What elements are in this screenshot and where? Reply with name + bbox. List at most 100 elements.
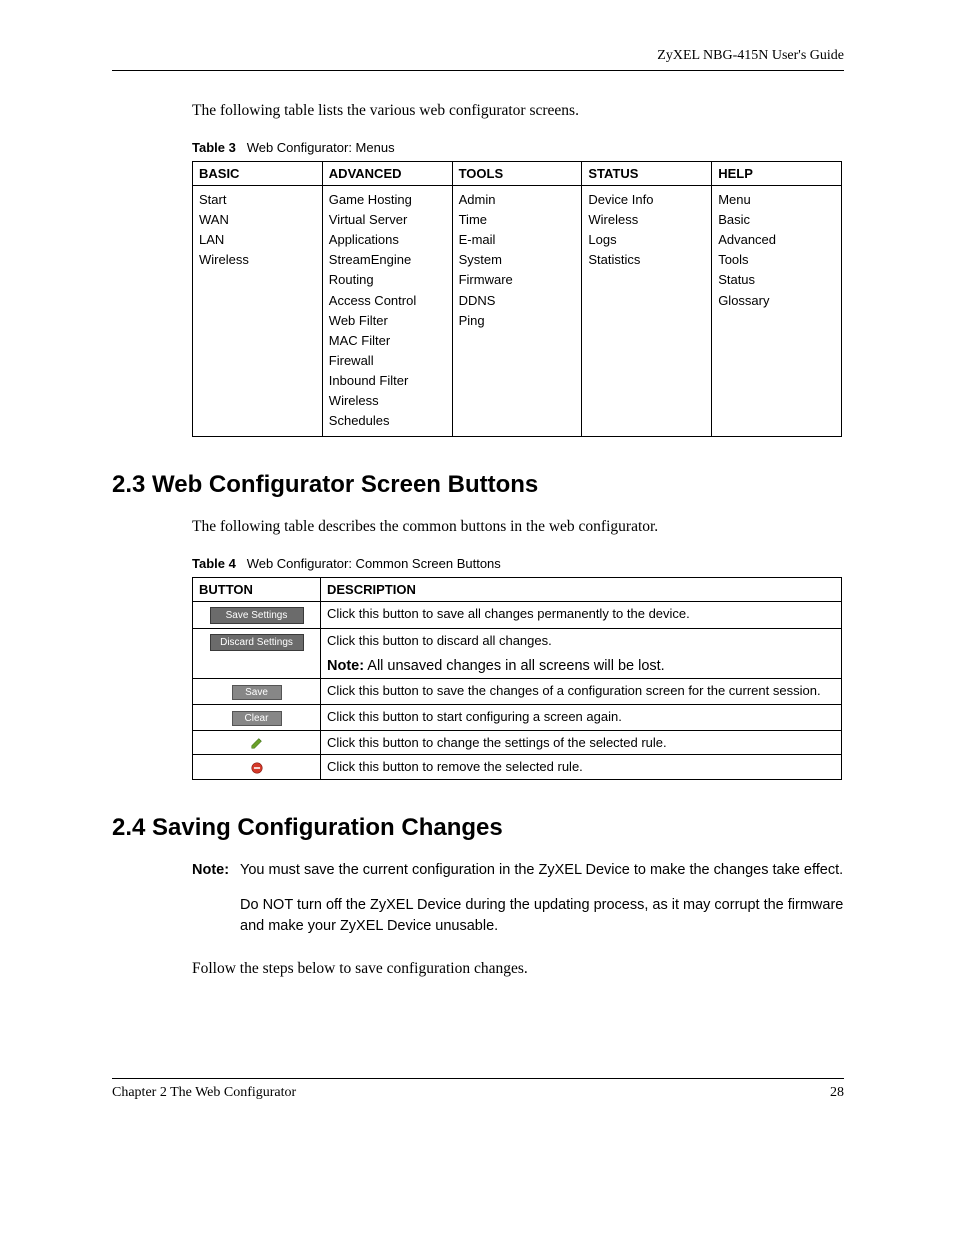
- table-row: Clear Click this button to start configur…: [193, 704, 842, 730]
- ui-button: Save Settings: [210, 607, 304, 624]
- page: ZyXEL NBG-415N User's Guide The followin…: [0, 0, 954, 1235]
- table4-button-cell: Save: [193, 678, 321, 704]
- table4-button-cell: Clear: [193, 704, 321, 730]
- table4-button-cell: [193, 730, 321, 755]
- section-2-4-note: Note: You must save the current configur…: [192, 860, 844, 937]
- table3-cell-help: MenuBasicAdvancedToolsStatusGlossary: [712, 185, 842, 436]
- table4-desc-cell: Click this button to change the settings…: [321, 730, 842, 755]
- ui-button: Clear: [232, 711, 282, 726]
- table4-desc-text: Click this button to remove the selected…: [327, 759, 835, 774]
- table-row: Save Settings Click this button to save a…: [193, 601, 842, 628]
- section-2-3-heading: 2.3 Web Configurator Screen Buttons: [112, 471, 844, 499]
- table4-button-cell: Save Settings: [193, 601, 321, 628]
- ui-button: Save: [232, 685, 282, 700]
- table3-item: Statistics: [588, 250, 705, 270]
- table3-item: Time: [459, 210, 576, 230]
- table4-button-cell: [193, 755, 321, 780]
- spacer: [112, 998, 844, 1078]
- table4-desc-text: Click this button to change the settings…: [327, 735, 835, 750]
- table3-header: TOOLS: [452, 161, 582, 185]
- table4-desc-note: Note: All unsaved changes in all screens…: [327, 658, 835, 674]
- table3-item: Ping: [459, 311, 576, 331]
- table3-item: Wireless: [199, 250, 316, 270]
- table3-cell-basic: StartWANLANWireless: [193, 185, 323, 436]
- table3-item: MAC Filter: [329, 331, 446, 351]
- table3-item: Wireless: [588, 210, 705, 230]
- table3-item: Menu: [718, 190, 835, 210]
- table3-header: ADVANCED: [322, 161, 452, 185]
- table3-item: Routing: [329, 270, 446, 290]
- table3-item: DDNS: [459, 291, 576, 311]
- table4-desc-text: Click this button to save all changes pe…: [327, 606, 835, 621]
- table4-desc-cell: Click this button to remove the selected…: [321, 755, 842, 780]
- table3-item: Start: [199, 190, 316, 210]
- table4-desc-text: Click this button to save the changes of…: [327, 683, 835, 698]
- table3-cell-tools: AdminTimeE-mailSystemFirmwareDDNSPing: [452, 185, 582, 436]
- table3-item: Web Filter: [329, 311, 446, 331]
- table3-item: Admin: [459, 190, 576, 210]
- table3-header: STATUS: [582, 161, 712, 185]
- table4-desc-cell: Click this button to discard all changes…: [321, 628, 842, 678]
- table3-item: Schedules: [329, 411, 446, 431]
- table4-desc-text: Click this button to discard all changes…: [327, 633, 835, 648]
- table3: BASIC ADVANCED TOOLS STATUS HELP StartWA…: [192, 161, 842, 437]
- table-row: Discard Settings Click this button to dis…: [193, 628, 842, 678]
- table3-item: Logs: [588, 230, 705, 250]
- table4-desc-cell: Click this button to save all changes pe…: [321, 601, 842, 628]
- section-2-4-heading: 2.4 Saving Configuration Changes: [112, 814, 844, 842]
- note-label: Note:: [192, 860, 240, 881]
- table3-item: Applications: [329, 230, 446, 250]
- note-text-2: Do NOT turn off the ZyXEL Device during …: [240, 895, 844, 937]
- table3-item: Firewall: [329, 351, 446, 371]
- table4-header: DESCRIPTION: [321, 577, 842, 601]
- table3-item: Wireless: [329, 391, 446, 411]
- table3-header: BASIC: [193, 161, 323, 185]
- table3-caption-num: Table 3: [192, 140, 236, 155]
- table3-item: E-mail: [459, 230, 576, 250]
- table3-cell-advanced: Game HostingVirtual ServerApplicationsSt…: [322, 185, 452, 436]
- table-row: Click this button to remove the selected…: [193, 755, 842, 780]
- intro-paragraph: The following table lists the various we…: [192, 101, 844, 122]
- table-row: Click this button to change the settings…: [193, 730, 842, 755]
- table3-item: Status: [718, 270, 835, 290]
- table3-item: Access Control: [329, 291, 446, 311]
- table3-item: LAN: [199, 230, 316, 250]
- table3-item: System: [459, 250, 576, 270]
- section-2-4-para: Follow the steps below to save configura…: [192, 959, 844, 980]
- table3-item: Advanced: [718, 230, 835, 250]
- table3-item: Device Info: [588, 190, 705, 210]
- table4-caption-title: Web Configurator: Common Screen Buttons: [247, 556, 501, 571]
- ui-button: Discard Settings: [210, 634, 304, 651]
- section-2-3-para: The following table describes the common…: [192, 517, 844, 538]
- table3-item: Tools: [718, 250, 835, 270]
- table3-item: Virtual Server: [329, 210, 446, 230]
- footer: Chapter 2 The Web Configurator 28: [112, 1085, 844, 1101]
- bottom-rule: [112, 1078, 844, 1079]
- delete-icon: [250, 761, 264, 775]
- table4-header: BUTTON: [193, 577, 321, 601]
- table3-wrap: Table 3 Web Configurator: Menus BASIC AD…: [192, 140, 844, 437]
- top-rule: [112, 70, 844, 71]
- table4-caption: Table 4 Web Configurator: Common Screen …: [192, 556, 844, 571]
- table3-cell-status: Device InfoWirelessLogsStatistics: [582, 185, 712, 436]
- table4-desc-cell: Click this button to start configuring a…: [321, 704, 842, 730]
- table3-item: Inbound Filter: [329, 371, 446, 391]
- table3-header: HELP: [712, 161, 842, 185]
- table4: BUTTON DESCRIPTION Save Settings Click th…: [192, 577, 842, 780]
- table3-caption-title: Web Configurator: Menus: [247, 140, 395, 155]
- table3-item: StreamEngine: [329, 250, 446, 270]
- running-head: ZyXEL NBG-415N User's Guide: [112, 48, 844, 64]
- note-text-1: You must save the current configuration …: [240, 860, 844, 881]
- footer-left: Chapter 2 The Web Configurator: [112, 1085, 296, 1101]
- table4-wrap: Table 4 Web Configurator: Common Screen …: [192, 556, 844, 780]
- footer-right: 28: [830, 1085, 844, 1101]
- edit-icon: [250, 736, 264, 750]
- table4-desc-cell: Click this button to save the changes of…: [321, 678, 842, 704]
- table3-item: Firmware: [459, 270, 576, 290]
- table4-caption-num: Table 4: [192, 556, 236, 571]
- table3-item: Basic: [718, 210, 835, 230]
- table4-button-cell: Discard Settings: [193, 628, 321, 678]
- table-row: Save Click this button to save the change…: [193, 678, 842, 704]
- table3-item: Glossary: [718, 291, 835, 311]
- table3-caption: Table 3 Web Configurator: Menus: [192, 140, 844, 155]
